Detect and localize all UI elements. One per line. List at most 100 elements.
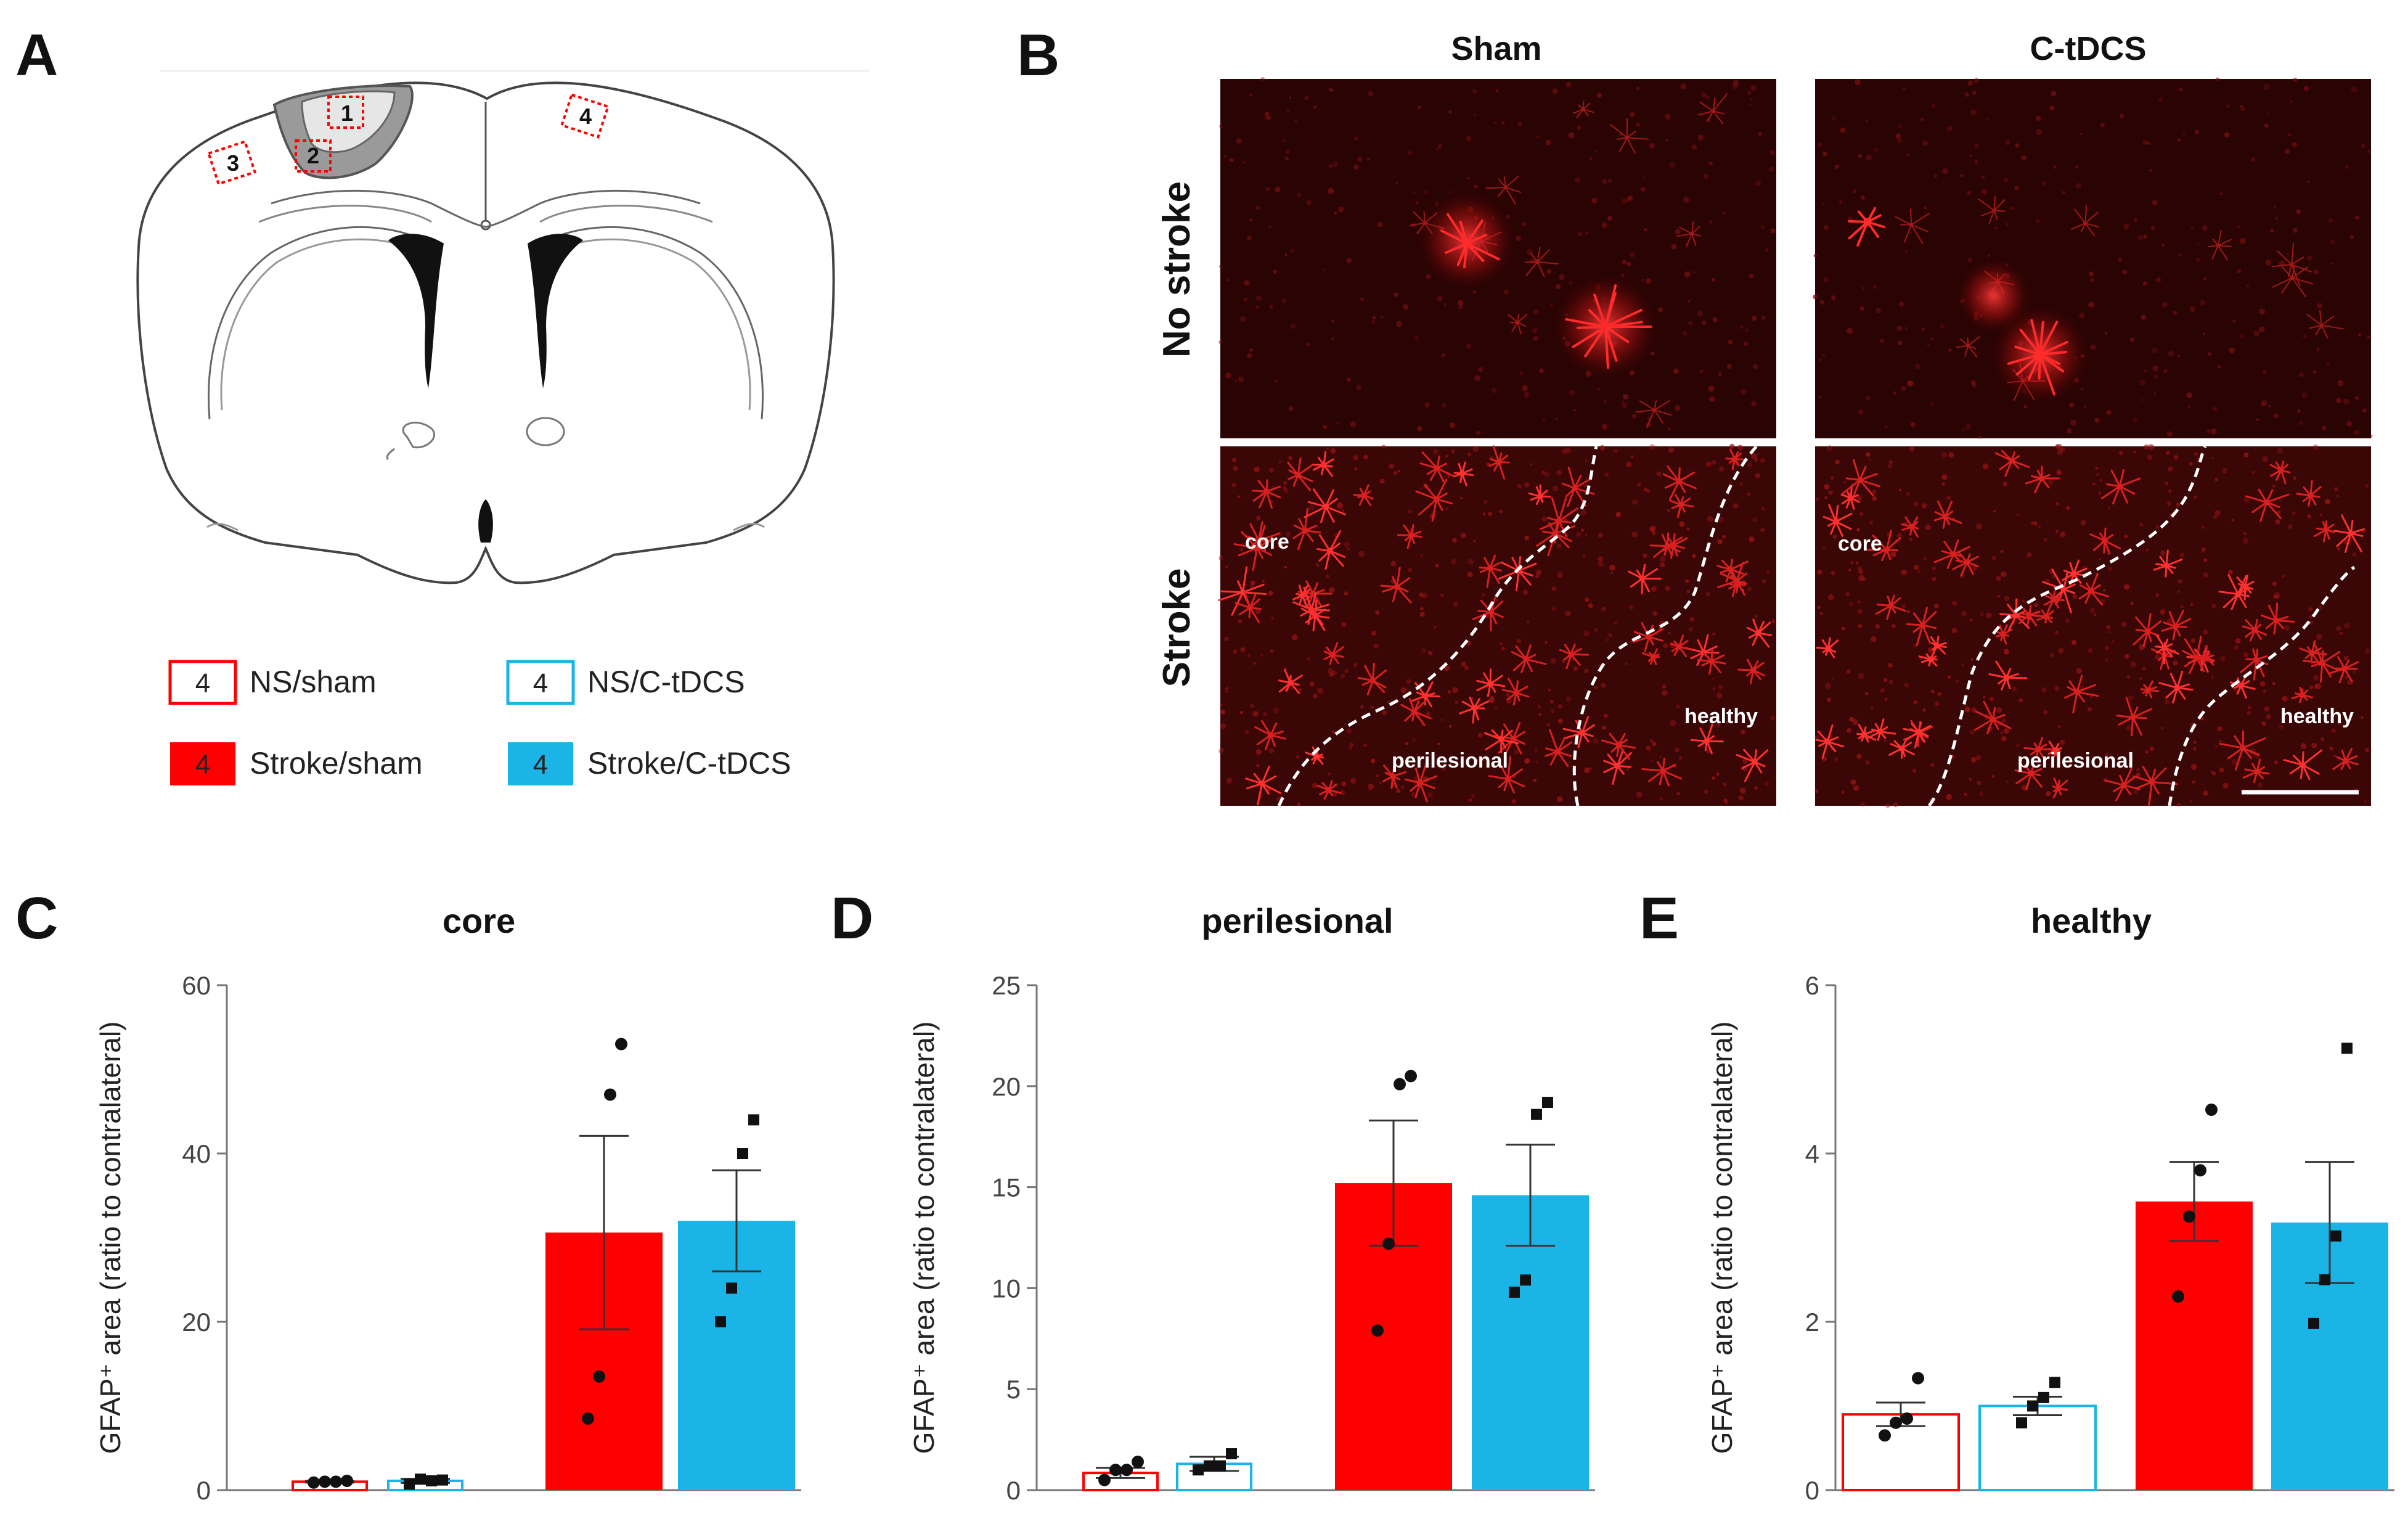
- micrograph-nostroke-sham: [1218, 77, 1776, 438]
- roi-box-2: [295, 139, 332, 173]
- zone-label-perilesional: perilesional: [2017, 749, 2134, 772]
- y-tick-label: 20: [992, 1072, 1021, 1101]
- chart-title: core: [443, 901, 515, 940]
- data-point: [2205, 1104, 2218, 1117]
- y-axis-label: GFAP⁺ area (ratio to contralateral): [908, 1022, 940, 1454]
- lesion-core-area: [301, 90, 396, 154]
- data-point: [726, 1282, 737, 1294]
- data-point: [2049, 1377, 2060, 1388]
- legend-item-ns-sham: 4 NS/sham: [168, 660, 377, 705]
- y-tick-label: 2: [1805, 1308, 1819, 1337]
- data-point: [1531, 1108, 1542, 1120]
- error-bar: [1506, 1144, 1555, 1247]
- data-point: [2172, 1290, 2184, 1303]
- micro-texture-dense: [1814, 443, 2370, 808]
- data-point: [1109, 1464, 1122, 1477]
- legend-n: 4: [195, 668, 210, 699]
- roi-label-2: 2: [307, 143, 319, 168]
- data-point: [1509, 1286, 1520, 1298]
- boundary-perilesional-healthy: [2168, 565, 2356, 806]
- data-point: [582, 1412, 594, 1425]
- data-point: [2027, 1400, 2038, 1412]
- y-tick-label: 0: [1805, 1476, 1819, 1505]
- data-point: [2016, 1417, 2027, 1428]
- chart-healthy: healthy GFAP⁺ area (ratio to contralatera…: [1706, 901, 2394, 1505]
- bar-stroke-sham: [2136, 1201, 2253, 1490]
- legend-item-stroke-sham: 4 Stroke/sham: [170, 742, 423, 785]
- data-point: [426, 1475, 437, 1486]
- data-point: [1405, 1070, 1417, 1083]
- y-axis-label: GFAP⁺ area (ratio to contralateral): [1706, 1022, 1738, 1454]
- legend-label: NS/sham: [250, 665, 377, 699]
- y-tick-label: 0: [1006, 1476, 1021, 1505]
- y-tick-label: 40: [182, 1139, 211, 1168]
- column-header-sham: Sham: [1451, 30, 1541, 67]
- data-point: [2308, 1317, 2319, 1329]
- data-point: [308, 1476, 320, 1489]
- zone-label-healthy: healthy: [2280, 705, 2354, 728]
- data-point: [1193, 1464, 1204, 1476]
- legend-n: 4: [533, 668, 548, 699]
- data-point: [604, 1088, 616, 1101]
- data-point: [1215, 1460, 1226, 1472]
- legend-item-stroke-ctdcs: 4 Stroke/C-tDCS: [508, 742, 791, 785]
- panel-letter-b: B: [1017, 22, 1059, 88]
- micrograph-stroke-ctdcs: core perilesional healthy: [1814, 443, 2371, 808]
- row-header-no-stroke: No stroke: [1156, 181, 1198, 358]
- data-point: [1098, 1473, 1111, 1486]
- legend-n: 4: [195, 750, 210, 780]
- y-tick-label: 10: [992, 1274, 1021, 1303]
- data-point: [1520, 1274, 1531, 1286]
- micrograph-stroke-sham: core perilesional healthy: [1218, 443, 1776, 807]
- data-point: [1901, 1412, 1913, 1425]
- y-axis-label: GFAP⁺ area (ratio to contralateral): [94, 1022, 126, 1454]
- y-tick-label: 20: [182, 1308, 211, 1337]
- data-point: [404, 1478, 415, 1490]
- legend-label: Stroke/C-tDCS: [587, 746, 791, 781]
- data-point: [1132, 1456, 1144, 1469]
- data-point: [341, 1474, 353, 1487]
- bar-ns-c-tdcs: [1978, 1404, 2097, 1491]
- y-tick-label: 15: [992, 1173, 1021, 1202]
- roi-box-1: [327, 96, 364, 129]
- roi-label-1: 1: [341, 100, 353, 126]
- y-tick-label: 0: [197, 1476, 211, 1505]
- astrocyte-cell: [1848, 207, 1886, 247]
- data-point: [2038, 1391, 2049, 1403]
- data-point: [1204, 1460, 1215, 1472]
- zone-label-healthy: healthy: [1684, 705, 1758, 728]
- chart-title: healthy: [2031, 901, 2152, 940]
- boundary-core-perilesional: [1927, 445, 2207, 807]
- coronal-brain-schematic: 1 2 3 4: [136, 70, 869, 584]
- data-point: [1912, 1372, 1924, 1385]
- error-bar: [2169, 1161, 2219, 1242]
- legend-label: NS/C-tDCS: [587, 665, 745, 699]
- data-point: [1890, 1416, 1902, 1429]
- panel-letter-d: D: [831, 885, 873, 951]
- astrocyte-cell: [1440, 213, 1500, 269]
- data-point: [1879, 1429, 1891, 1442]
- roi-label-3: 3: [227, 150, 239, 176]
- data-point: [415, 1473, 426, 1485]
- data-point: [748, 1114, 759, 1126]
- panel-letter-e: E: [1639, 885, 1679, 951]
- panel-letter-c: C: [15, 885, 58, 951]
- data-point: [737, 1148, 748, 1159]
- y-tick-label: 5: [1006, 1375, 1021, 1404]
- micrograph-nostroke-ctdcs: [1813, 77, 2373, 439]
- legend-item-ns-ctdcs: 4 NS/C-tDCS: [506, 660, 745, 705]
- roi-box-4: [560, 93, 610, 139]
- data-point: [593, 1370, 605, 1383]
- error-bar: [579, 1134, 629, 1330]
- data-point: [615, 1038, 627, 1051]
- data-point: [1394, 1078, 1406, 1091]
- data-point: [1542, 1097, 1553, 1108]
- data-point: [330, 1475, 342, 1488]
- zone-label-perilesional: perilesional: [1392, 749, 1508, 772]
- data-point: [437, 1474, 448, 1486]
- legend-label: Stroke/sham: [250, 746, 423, 781]
- panel-letter-a: A: [15, 22, 58, 88]
- astrocyte-cell: [2007, 319, 2068, 396]
- data-point: [2194, 1164, 2206, 1177]
